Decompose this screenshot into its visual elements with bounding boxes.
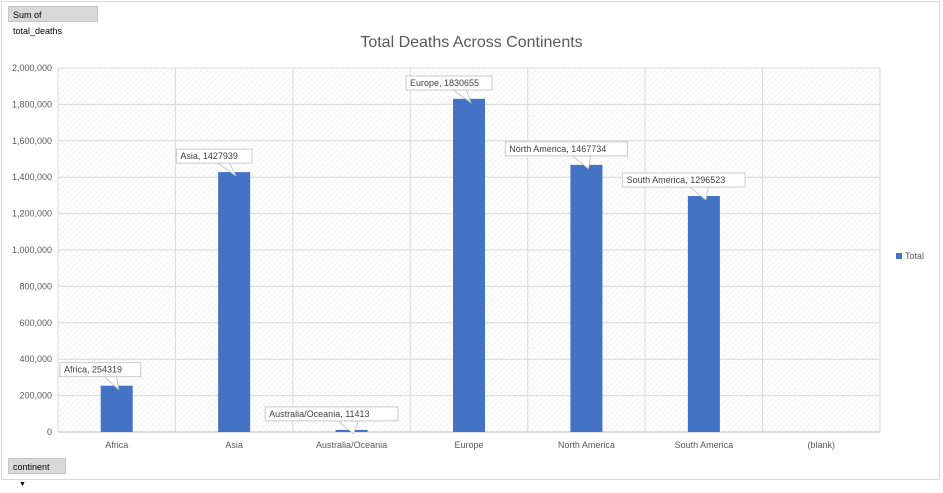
data-label-box (622, 172, 746, 188)
data-label-box (405, 75, 493, 91)
data-label-box (264, 406, 399, 422)
legend-swatch-total (896, 253, 902, 259)
x-tick-label: South America (675, 440, 734, 450)
x-tick-label: (blank) (808, 440, 836, 450)
data-label-callout: Europe, 1830655 (405, 75, 493, 104)
y-tick-label: 400,000 (19, 354, 52, 364)
chart-frame (1, 1, 940, 480)
y-tick-label: 1,000,000 (12, 245, 52, 255)
data-label-box (175, 148, 253, 164)
bar[interactable] (100, 385, 133, 432)
legend: Total (896, 251, 924, 261)
axis-field-button[interactable]: continent ▼ (8, 458, 66, 488)
bar[interactable] (570, 164, 603, 432)
x-tick-label: Europe (454, 440, 483, 450)
bar[interactable] (218, 172, 251, 432)
y-tick-label: 800,000 (19, 281, 52, 291)
data-label-box (504, 141, 629, 157)
data-label: North America, 1467734 (509, 144, 606, 154)
bar[interactable] (453, 98, 485, 432)
y-tick-label: 600,000 (19, 318, 52, 328)
x-tick-label: Africa (105, 440, 128, 450)
y-tick-label: 1,400,000 (12, 172, 52, 182)
bar[interactable] (687, 196, 720, 432)
value-field-button[interactable]: Sum of total_deaths (8, 6, 98, 36)
y-tick-label: 1,800,000 (12, 99, 52, 109)
dropdown-arrow-icon: ▼ (19, 481, 26, 488)
x-tick-label: Australia/Oceania (316, 440, 387, 450)
data-label-callout: South America, 1296523 (622, 172, 746, 201)
data-label-callout: Asia, 1427939 (175, 148, 253, 177)
axis-field-label: continent (13, 462, 50, 472)
bar-chart: 0 200,000 400,000 600,000 800,000 1,000,000 1,… (12, 63, 881, 450)
data-label-callout: Australia/Oceania, 11413 (264, 406, 399, 435)
data-label: Australia/Oceania, 11413 (269, 409, 369, 419)
x-tick-label: North America (558, 440, 615, 450)
y-tick-label: 200,000 (19, 391, 52, 401)
y-tick-label: 1,200,000 (12, 209, 52, 219)
data-label: Africa, 254319 (64, 365, 122, 375)
data-label-callout: North America, 1467734 (504, 141, 629, 170)
x-tick-label: Asia (225, 440, 243, 450)
data-label: Asia, 1427939 (180, 151, 238, 161)
y-tick-label: 2,000,000 (12, 63, 52, 73)
data-label-callout: Africa, 254319 (59, 362, 142, 391)
y-tick-label: 1,600,000 (12, 136, 52, 146)
y-tick-label: 0 (47, 427, 52, 437)
legend-label-total: Total (905, 251, 925, 261)
data-label: Europe, 1830655 (410, 78, 479, 88)
data-label-box (59, 362, 142, 378)
chart-title: Total Deaths Across Continents (360, 34, 583, 51)
data-label: South America, 1296523 (627, 175, 726, 185)
